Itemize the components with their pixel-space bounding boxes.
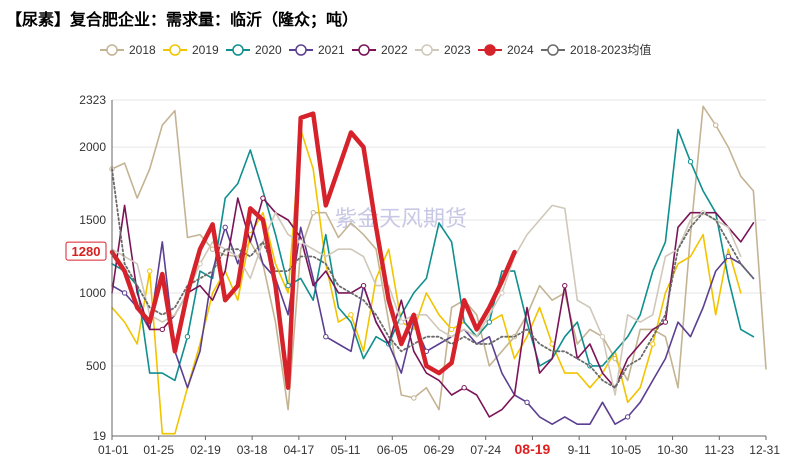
y-tick-label: 1500 — [79, 213, 106, 227]
x-tick-label: 02-19 — [190, 443, 221, 457]
series-point — [562, 282, 568, 289]
series-point — [310, 210, 316, 216]
legend-item-0[interactable]: 2018 — [100, 43, 156, 57]
series-line-6 — [109, 111, 517, 390]
legend-item-4[interactable]: 2022 — [352, 43, 408, 57]
legend-item-2[interactable]: 2020 — [226, 43, 282, 57]
series-point — [624, 414, 631, 420]
legend-marker — [547, 44, 559, 56]
x-tick-label: 01-01 — [98, 443, 129, 457]
legend-label: 2020 — [255, 43, 282, 57]
series-point — [712, 122, 719, 128]
x-tick-label: 06-29 — [424, 443, 455, 457]
callout-box — [65, 241, 107, 261]
legend-marker — [295, 44, 307, 56]
series-point — [650, 341, 656, 347]
y-tick-label: 19 — [93, 429, 107, 443]
legend-item-1[interactable]: 2019 — [163, 43, 219, 57]
series-line-7 — [111, 168, 755, 389]
x-tick-label: 07-24 — [470, 443, 501, 457]
series-point — [524, 399, 530, 406]
y-tick-label: 2000 — [79, 140, 106, 154]
x-tick-label: 08-19 — [515, 441, 551, 457]
series-point — [687, 158, 694, 165]
legend-item-5[interactable]: 2023 — [415, 43, 471, 57]
legend-marker — [106, 44, 118, 56]
series-point — [285, 282, 291, 289]
axes: 19 500 1000 1500 2000 2323 01-01 01-25 02-19 03-1… — [79, 93, 780, 457]
callout: 1280 — [65, 241, 107, 261]
legend-label: 2018-2023均值 — [570, 42, 651, 57]
x-tick-label: 9-11 — [568, 443, 591, 457]
series-line-1 — [111, 128, 742, 435]
legend-item-3[interactable]: 2021 — [289, 43, 345, 57]
series-point — [348, 312, 354, 318]
x-tick-label: 10-30 — [657, 443, 688, 457]
x-tick-label: 12-31 — [749, 443, 780, 457]
series-point — [297, 239, 304, 245]
callout-label: 1280 — [72, 244, 101, 259]
series-point — [121, 290, 128, 296]
series-line-0 — [111, 105, 767, 411]
legend-marker — [358, 44, 370, 56]
watermark: 紫金天风期货 — [335, 207, 467, 232]
legend-label: 2023 — [444, 43, 471, 57]
legend-label: 2018 — [129, 43, 156, 57]
series-point — [209, 246, 216, 252]
x-tick-label: 06-05 — [377, 443, 408, 457]
legend: 2018 2019 2020 2021 2022 2023 2024 2018-2023均值 — [100, 42, 651, 57]
series-point — [461, 385, 467, 391]
series-point — [323, 333, 329, 340]
legend-marker — [484, 44, 496, 56]
x-tick-label: 10-05 — [611, 443, 642, 457]
series-layer — [109, 105, 767, 435]
legend-label: 2021 — [318, 43, 345, 57]
x-tick-label: 11-23 — [704, 443, 734, 457]
legend-label: 2019 — [192, 43, 219, 57]
series-point — [499, 290, 505, 296]
legend-label: 2022 — [381, 43, 408, 57]
x-tick-label: 01-25 — [143, 443, 174, 457]
series-point — [222, 224, 228, 231]
series-point — [147, 268, 153, 274]
x-tick-label: 03-18 — [237, 443, 268, 457]
series-point — [360, 282, 367, 289]
series-point — [448, 326, 455, 333]
series-line-4 — [111, 197, 755, 418]
y-tick-label: 500 — [86, 359, 106, 373]
series-point — [662, 319, 669, 325]
legend-marker — [421, 44, 433, 56]
series-point — [398, 319, 404, 325]
legend-marker — [232, 44, 244, 56]
series-point — [599, 333, 606, 340]
legend-item-6[interactable]: 2024 — [478, 43, 534, 57]
legend-label: 2024 — [507, 43, 534, 57]
series-point — [184, 333, 191, 340]
legend-item-7[interactable]: 2018-2023均值 — [541, 42, 651, 57]
series-line-2 — [111, 128, 755, 382]
series-point — [159, 326, 166, 333]
series-point — [486, 319, 493, 325]
y-tick-label: 1000 — [79, 286, 106, 300]
series-point — [725, 253, 731, 260]
chart-title: 【尿素】复合肥企业：需求量：临沂（隆众；吨） — [6, 10, 359, 29]
x-tick-label: 04-17 — [284, 443, 315, 457]
y-tick-label: 2323 — [79, 93, 106, 107]
x-tick-label: 05-11 — [331, 443, 361, 457]
legend-marker — [169, 44, 181, 56]
series-point — [411, 395, 417, 401]
grid-lines — [112, 99, 766, 437]
series-point — [260, 195, 266, 201]
